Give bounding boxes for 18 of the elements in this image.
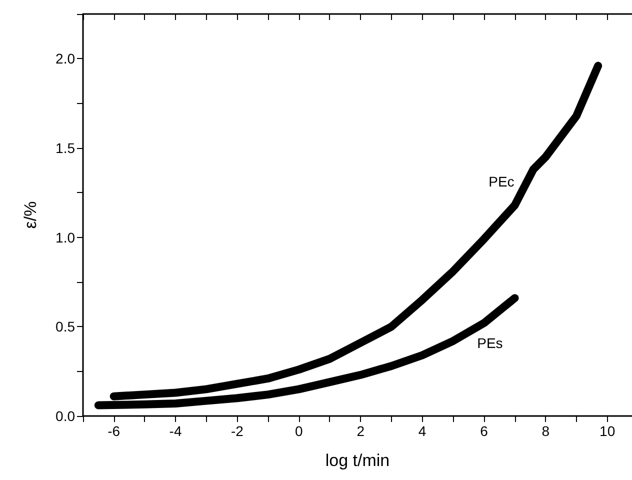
y-tick-label: 2.0 [56,50,76,67]
x-tick-label: 0 [295,423,303,439]
y-tick-label: 0.5 [56,318,76,335]
x-axis-title: log t/min [325,451,390,470]
series-label: PEc [488,173,514,190]
x-tick-label: 8 [542,423,550,439]
x-tick-label: -4 [169,423,182,439]
y-tick-label: 0.0 [56,408,76,424]
y-axis-title: ε/% [21,201,40,229]
x-tick-label: 10 [600,423,616,439]
x-tick-label: 2 [356,423,365,439]
y-tick-label: 1.5 [56,140,76,156]
x-tick-label: -2 [230,423,244,439]
x-tick-label: 4 [418,423,426,439]
x-tick-label: -6 [108,423,120,439]
series-label: PEs [477,335,503,352]
y-tick-label: 1.0 [56,229,76,246]
x-tick-label: 6 [480,423,488,439]
